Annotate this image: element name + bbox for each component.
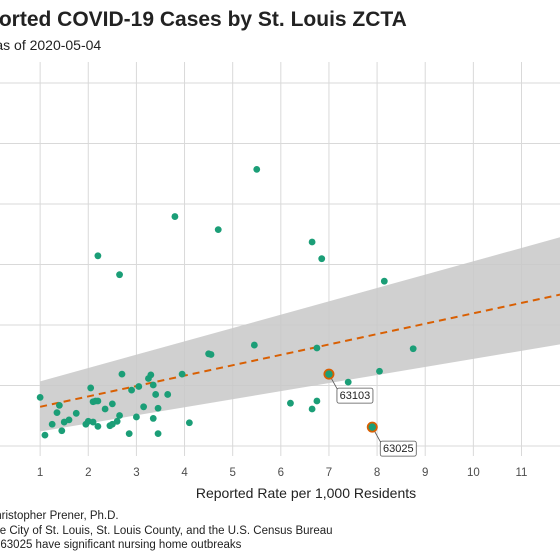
data-point [253,165,261,173]
data-point [214,226,222,234]
x-tick-label: 10 [467,467,480,479]
data-point [154,404,162,412]
data-point [94,422,102,430]
data-point [36,393,44,401]
data-point [313,397,321,405]
x-tick-label: 6 [278,467,284,479]
data-point [108,400,116,408]
data-point [118,370,126,378]
data-point [94,397,102,405]
data-point [409,345,417,353]
data-point [344,378,352,386]
data-point [116,412,123,419]
trend-line-layer [39,293,560,408]
data-point [135,383,143,390]
data-point [58,427,66,435]
data-point [287,399,294,407]
data-point [318,255,326,263]
chart-title: ported COVID-19 Cases by St. Louis ZCTA [0,8,407,31]
x-tick-labels: 1 2 3 4 5 6 7 8 9 10 11 [37,467,528,479]
x-axis-title: Reported Rate per 1,000 Residents [196,485,416,501]
x-tick-label: 1 [37,467,43,479]
data-point [94,252,102,260]
data-point [308,238,316,246]
data-point [65,416,73,424]
data-point [116,271,123,279]
highlight-label: 63025 [383,443,414,455]
data-point [380,277,388,285]
x-tick-label: 5 [229,467,235,479]
trend-line [39,293,560,408]
data-point [149,381,157,389]
chart-subtitle: ent as of 2020-05-04 [0,37,102,53]
data-point [313,344,321,352]
data-point [250,341,258,349]
data-point [101,405,109,413]
data-point [164,391,172,398]
data-point [207,351,215,358]
x-tick-label: 9 [422,467,428,479]
caption-line-3: and 63025 have significant nursing home … [0,539,242,551]
data-point [376,367,383,375]
x-tick-label: 8 [374,467,380,479]
data-point [152,391,160,398]
data-point [147,371,155,379]
data-point [87,384,95,392]
x-tick-label: 3 [133,467,139,479]
data-point [41,431,49,439]
label-box [379,440,417,457]
data-point [113,417,121,425]
confidence-band [40,237,560,432]
highlighted-point [366,421,378,433]
x-tick-label: 4 [181,467,188,479]
confidence-band-layer [40,237,560,432]
caption-line-1: y Christopher Prener, Ph.D. [0,510,119,522]
data-point [178,370,186,378]
data-point [128,386,135,394]
data-point [149,415,157,422]
highlight-label: 63103 [340,390,371,402]
data-point [55,401,63,409]
data-point [171,213,179,220]
highlight-layer: 63103 63025 [323,368,417,457]
data-point [154,430,162,438]
data-point [125,430,133,438]
data-point [89,418,97,426]
point-layer [36,165,417,439]
data-point [308,405,316,413]
data-point [53,409,61,417]
data-point [133,413,140,421]
x-tick-label: 7 [326,467,332,479]
data-point [72,409,80,417]
highlighted-point [323,368,335,380]
x-tick-label: 2 [85,467,91,479]
data-point [48,420,56,428]
label-box [336,387,374,404]
x-tick-label: 11 [516,467,528,479]
caption-line-2: ia the City of St. Louis, St. Louis Coun… [0,525,333,537]
data-point [185,419,193,427]
data-point [140,403,148,411]
